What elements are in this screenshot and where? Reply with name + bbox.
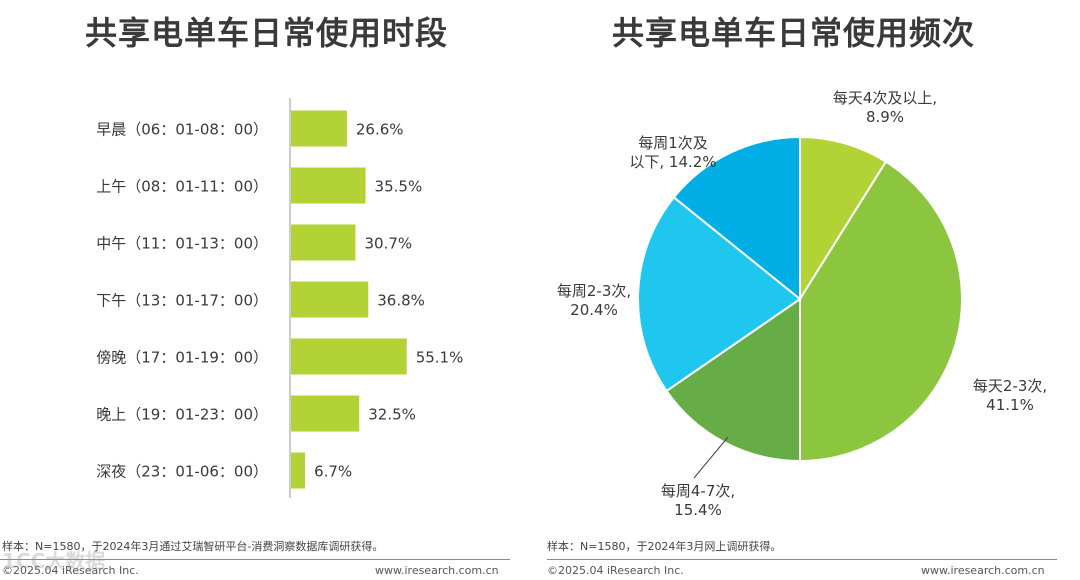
bar-5: [291, 395, 360, 432]
watermark-logo: 1CC大数据: [2, 549, 106, 573]
bar-value-label: 30.7%: [364, 235, 412, 253]
pie-slice-2: [665, 297, 801, 463]
pie-label: 每周4-7次,: [661, 482, 735, 500]
bar-value-label: 6.7%: [314, 463, 352, 481]
bar-value-label: 32.5%: [368, 406, 416, 424]
left-footer-rule: [0, 559, 510, 560]
bar-3: [291, 281, 369, 318]
right-footer-url[interactable]: www.iresearch.com.cn: [921, 564, 1045, 577]
pie-label: 每天4次及以上,: [833, 89, 937, 107]
pie-chart-title: 共享电单车日常使用频次: [612, 14, 976, 52]
pie-slice-3: [637, 195, 802, 393]
pie-label: 20.4%: [570, 301, 618, 319]
pie-slice-4: [672, 135, 801, 302]
bar-category-label: 早晨（06：01-08：00）: [96, 121, 268, 139]
pie-slice-0: [799, 135, 888, 303]
bar-category-label: 深夜（23：01-06：00）: [96, 463, 268, 481]
bar-0: [291, 110, 347, 147]
left-sample-note: 样本：N=1580，于2024年3月通过艾瑞智研平台-消费洞察数据库调研获得。: [2, 540, 384, 553]
bar-category-label: 上午（08：01-11：00）: [96, 178, 268, 196]
pie-label: 15.4%: [674, 501, 722, 519]
pie-leader-line: [693, 436, 729, 479]
bar-chart-title: 共享电单车日常使用时段: [85, 14, 449, 52]
bar-value-label: 36.8%: [377, 292, 425, 310]
pie-slice-1: [799, 160, 963, 463]
bar-1: [291, 167, 366, 204]
right-sample-note: 样本：N=1580，于2024年3月网上调研获得。: [547, 540, 782, 553]
bar-6: [291, 452, 306, 489]
bar-category-label: 下午（13：01-17：00）: [96, 292, 268, 310]
pie-label: 8.9%: [866, 108, 904, 126]
pie-label: 每周1次及: [638, 134, 708, 152]
left-footer-url[interactable]: www.iresearch.com.cn: [375, 564, 499, 577]
right-footer-rule: [547, 559, 1057, 560]
bar-value-label: 35.5%: [375, 178, 423, 196]
pie-label: 每天2-3次,: [973, 377, 1047, 395]
bar-4: [291, 338, 407, 375]
bar-category-label: 晚上（19：01-23：00）: [96, 406, 268, 424]
bar-value-label: 26.6%: [356, 121, 404, 139]
left-copyright: ©2025.04 iResearch Inc.: [2, 564, 139, 577]
pie-label: 以下, 14.2%: [629, 153, 716, 171]
pie-label: 每周2-3次,: [557, 282, 631, 300]
bar-value-label: 55.1%: [416, 349, 464, 367]
bar-2: [291, 224, 356, 261]
bar-category-label: 中午（11：01-13：00）: [96, 235, 268, 253]
bar-category-label: 傍晚（17：01-19：00）: [96, 349, 268, 367]
right-copyright: ©2025.04 iResearch Inc.: [547, 564, 684, 577]
pie-label: 41.1%: [986, 396, 1034, 414]
